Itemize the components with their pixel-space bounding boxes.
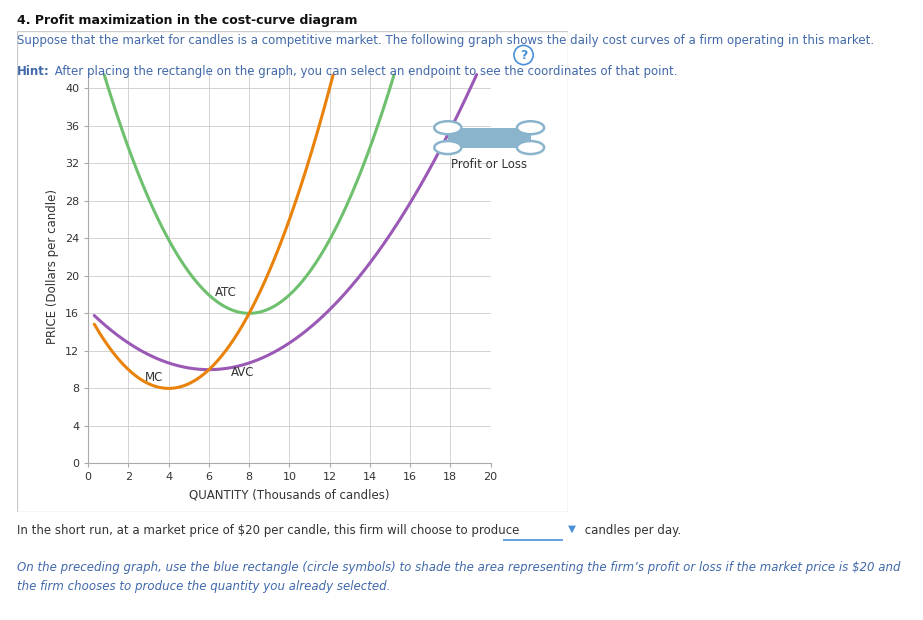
X-axis label: QUANTITY (Thousands of candles): QUANTITY (Thousands of candles) (189, 488, 390, 501)
Text: ▼: ▼ (568, 524, 576, 534)
Y-axis label: PRICE (Dollars per candle): PRICE (Dollars per candle) (46, 189, 59, 344)
FancyBboxPatch shape (448, 128, 531, 148)
Text: 4. Profit maximization in the cost-curve diagram: 4. Profit maximization in the cost-curve… (17, 14, 357, 27)
Circle shape (434, 141, 462, 154)
Text: After placing the rectangle on the graph, you can select an endpoint to see the : After placing the rectangle on the graph… (51, 65, 677, 78)
Circle shape (517, 141, 545, 154)
Text: On the preceding graph, use the blue rectangle (circle symbols) to shade the are: On the preceding graph, use the blue rec… (17, 561, 900, 593)
Text: ATC: ATC (215, 286, 237, 299)
Text: AVC: AVC (231, 366, 255, 379)
Circle shape (434, 122, 462, 135)
Text: In the short run, at a market price of $20 per candle, this firm will choose to : In the short run, at a market price of $… (17, 524, 519, 537)
Text: MC: MC (145, 371, 163, 384)
Text: Profit or Loss: Profit or Loss (451, 158, 527, 170)
Circle shape (517, 122, 545, 135)
Text: Suppose that the market for candles is a competitive market. The following graph: Suppose that the market for candles is a… (17, 34, 874, 47)
Text: ?: ? (520, 48, 527, 61)
Text: candles per day.: candles per day. (581, 524, 682, 537)
Text: Hint:: Hint: (17, 65, 49, 78)
FancyBboxPatch shape (17, 31, 568, 511)
